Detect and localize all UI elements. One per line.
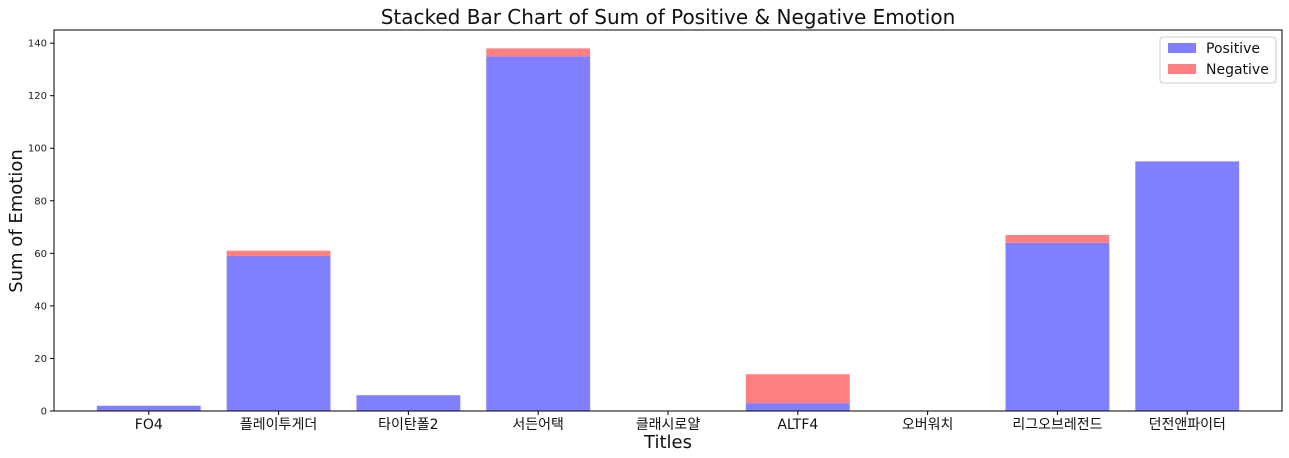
bar-negative-7 (1005, 234, 1110, 243)
plot-area (96, 48, 1240, 411)
bar-negative-3 (486, 48, 591, 57)
y-axis-label: Sum of Emotion (6, 149, 27, 293)
bar-positive-2 (356, 395, 461, 411)
bar-negative-1 (226, 250, 331, 256)
y-tick-label: 140 (28, 39, 47, 50)
legend-swatch-positive (1168, 43, 1196, 53)
bar-negative-5 (745, 374, 850, 404)
x-tick-label: 던전앤파이터 (1149, 417, 1226, 433)
y-tick-label: 80 (34, 196, 47, 207)
x-tick-label: 리그오브레전드 (1012, 417, 1102, 433)
y-tick-label: 0 (41, 407, 47, 418)
bar-positive-8 (1135, 161, 1240, 411)
bar-positive-3 (486, 56, 591, 411)
y-tick-label: 20 (34, 354, 47, 365)
y-axis: 0 20 40 60 80 100 120 140 (28, 39, 54, 418)
legend-label-negative: Negative (1206, 62, 1269, 78)
x-tick-label: 오버워치 (902, 417, 954, 433)
y-tick-label: 100 (28, 144, 47, 155)
y-tick-label: 40 (34, 301, 47, 312)
legend-swatch-negative (1168, 64, 1196, 74)
x-tick-label: 플레이투게더 (240, 417, 317, 433)
y-tick-label: 60 (34, 249, 47, 260)
y-tick-label: 120 (28, 91, 47, 102)
x-tick-label: 서든어택 (512, 417, 564, 433)
x-tick-label: FO4 (135, 417, 163, 433)
x-axis-label: Titles (643, 432, 692, 453)
chart-title: Stacked Bar Chart of Sum of Positive & N… (381, 5, 956, 29)
x-tick-label: 타이탄폴2 (378, 417, 438, 433)
x-tick-label: 클래시로얄 (636, 416, 701, 433)
legend-label-positive: Positive (1206, 41, 1260, 57)
x-axis: FO4 플레이투게더 타이탄폴2 서든어택 클래시로얄 ALTF4 오버워치 리그오브레전드 던… (135, 411, 1226, 433)
legend: Positive Negative (1159, 36, 1277, 84)
bar-positive-1 (226, 255, 331, 411)
bar-positive-0 (96, 405, 201, 411)
bar-positive-7 (1005, 242, 1110, 411)
x-tick-label: ALTF4 (777, 417, 818, 433)
bar-positive-5 (745, 403, 850, 411)
